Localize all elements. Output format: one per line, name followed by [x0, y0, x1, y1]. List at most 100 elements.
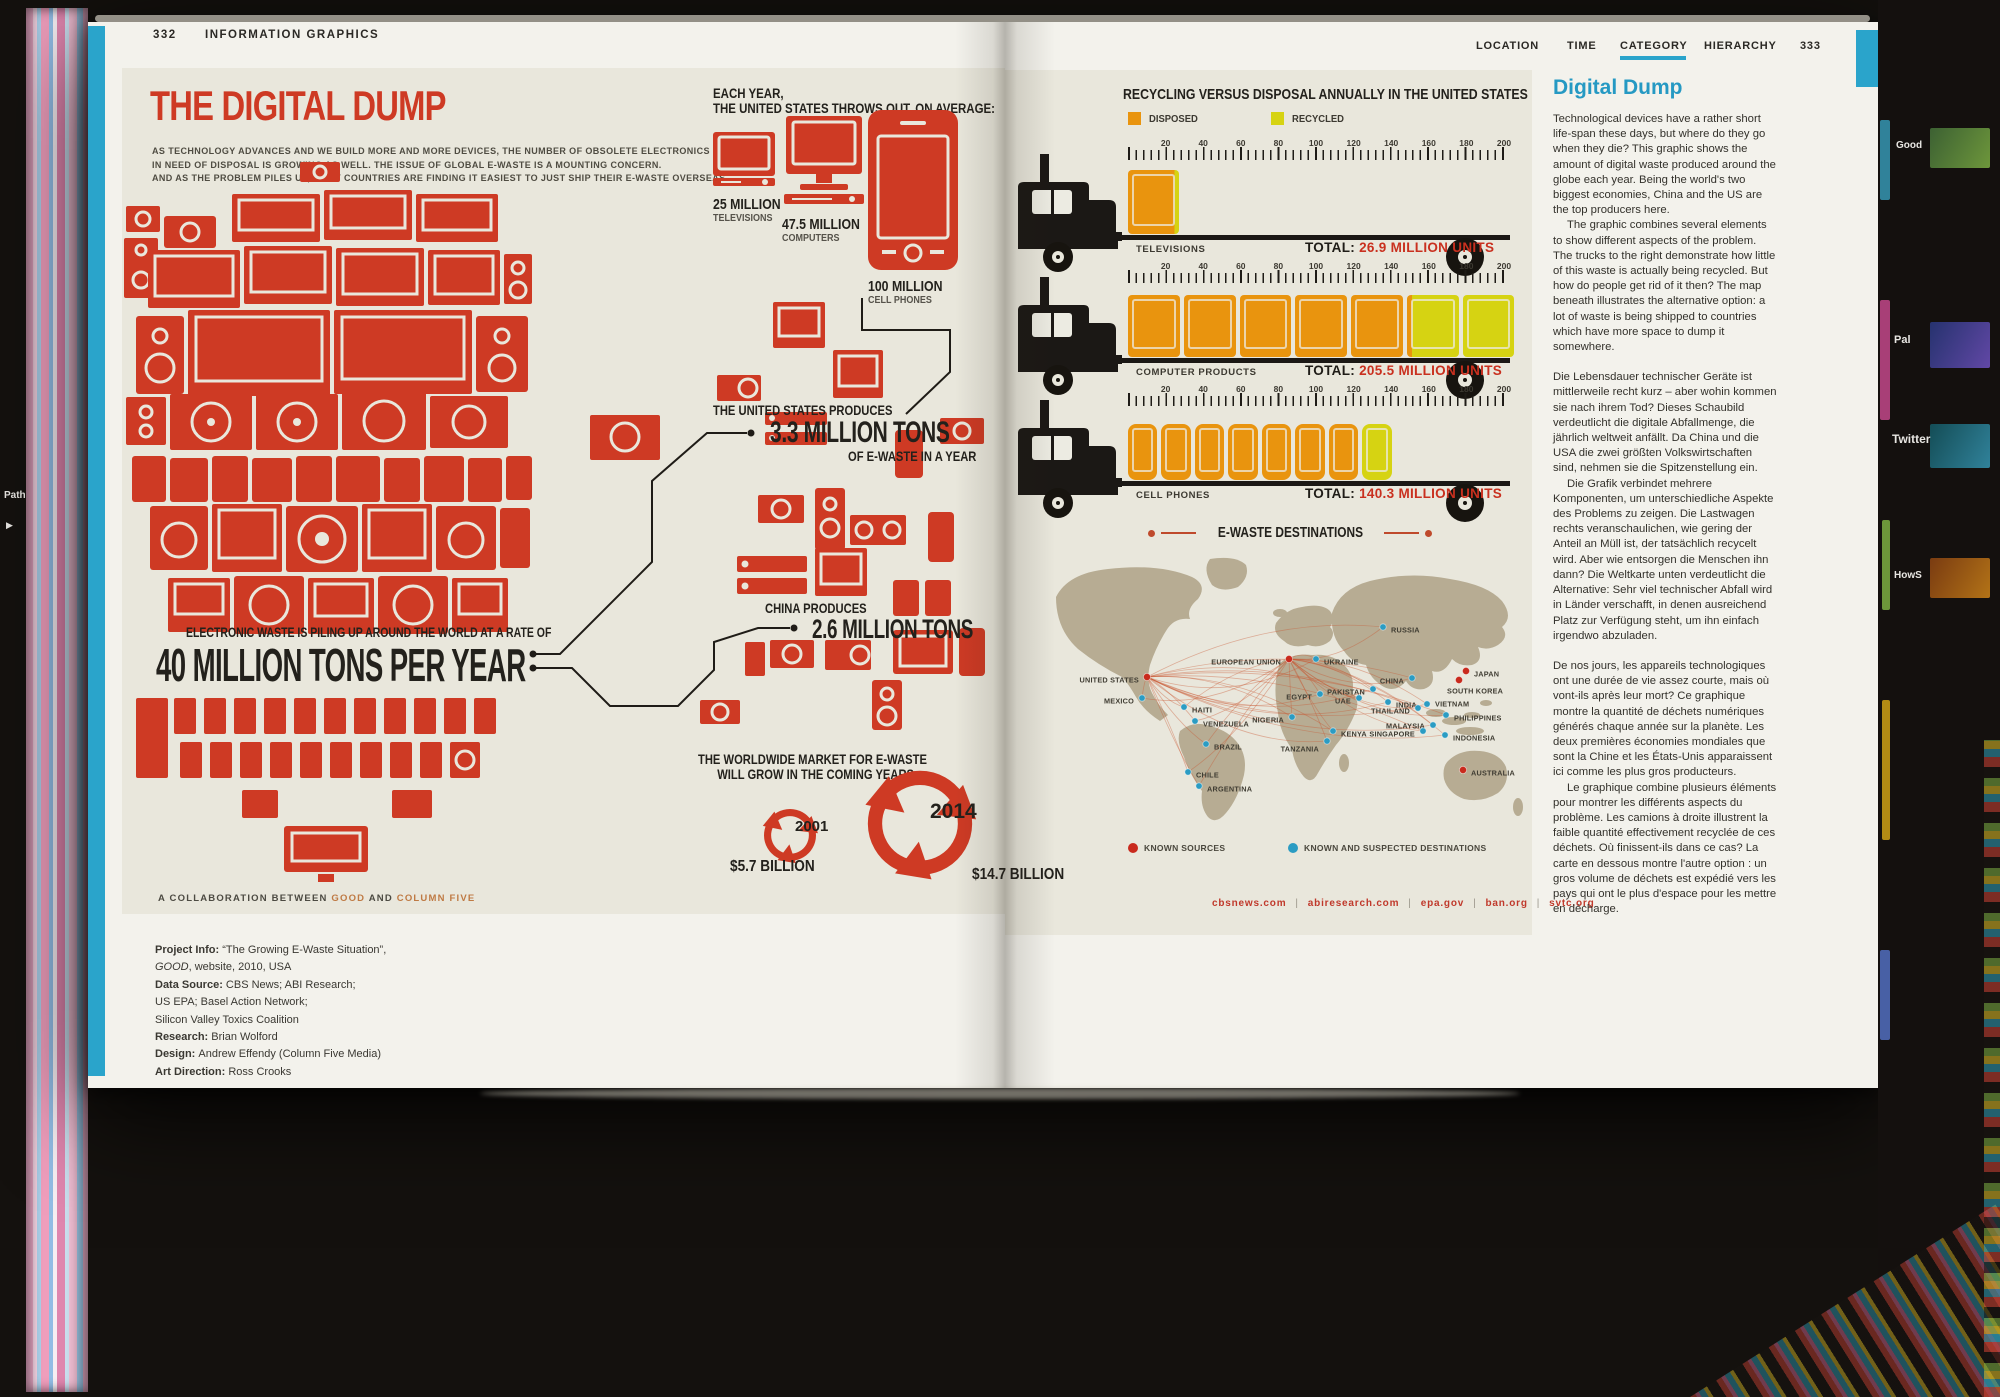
column-heading: Digital Dump — [1553, 76, 1683, 99]
truck-bed — [1102, 358, 1510, 363]
map-label-china: CHINA — [1380, 677, 1405, 686]
axis-tick-label: 60 — [1236, 261, 1246, 271]
shipping-arc — [1146, 672, 1447, 716]
axis-tick-label: 20 — [1160, 261, 1171, 271]
fore-edge-label: HowS — [1894, 570, 1922, 581]
legend-label-recycled: RECYCLED — [1292, 112, 1345, 125]
map-label-south-korea: SOUTH KOREA — [1447, 687, 1504, 696]
axis-tick-label: 100 — [1308, 261, 1324, 271]
map-label-pakistan: PAKISTAN — [1327, 688, 1365, 697]
credit-row: Data Source: CBS News; ABI Research; — [155, 978, 356, 991]
truck-category-label: CELL PHONES — [1136, 490, 1210, 501]
paragraph-fr-2: Le graphique combine plusieurs éléments … — [1553, 781, 1777, 916]
paragraph-de-1: Die Lebensdauer technischer Geräte ist m… — [1553, 371, 1777, 475]
shipping-arc — [1288, 658, 1424, 732]
axis-tick-label: 140 — [1384, 138, 1399, 148]
source-link-epa: epa.gov — [1420, 897, 1465, 909]
edge-thumb — [1880, 120, 1890, 200]
computer-icon — [784, 116, 864, 204]
legend-dot-sources — [1128, 843, 1138, 853]
axis-tick-label: 60 — [1236, 138, 1246, 148]
truck-row-cellphones: 20 40 60 80 100 120 140 160 180 200 CELL PHONES T… — [1018, 384, 1512, 522]
book-gutter-shadow — [955, 22, 1055, 1088]
trade-route-arcs — [1141, 624, 1447, 787]
cargo-phone-icon — [1261, 424, 1292, 480]
cargo-monitor-icon — [1295, 295, 1348, 357]
infographic-intro: AS TECHNOLOGY ADVANCES AND WE BUILD MORE… — [152, 146, 729, 183]
map-dot-chile — [1184, 768, 1192, 776]
tab-category: CATEGORY — [1620, 40, 1688, 52]
shipping-arc — [1288, 658, 1419, 709]
cargo-monitor-icon — [1183, 295, 1236, 357]
shipping-arc — [1288, 658, 1413, 685]
cellphone-icon — [868, 110, 958, 270]
map-label-singapore: SINGAPORE — [1369, 730, 1415, 739]
truck-wheel-icon — [1446, 484, 1484, 522]
computer-label: COMPUTERS — [782, 233, 840, 244]
cargo-phone-icon — [1194, 424, 1225, 480]
axis-tick-label: 200 — [1496, 138, 1512, 148]
map-label-kenya: KENYA — [1341, 730, 1367, 739]
brand-column-five: COLUMN FIVE — [396, 893, 476, 904]
edge-thumb — [1930, 322, 1990, 368]
map-dot-kenya — [1329, 727, 1337, 735]
shipping-arc — [1288, 658, 1446, 736]
axis-tick-label: 80 — [1273, 138, 1284, 148]
axis-tick-label: 80 — [1273, 261, 1284, 271]
page-number-right: 333 — [1800, 40, 1821, 52]
map-dot-russia — [1379, 623, 1387, 631]
axis-tick-label: 200 — [1496, 261, 1512, 271]
shipping-arc — [1205, 658, 1290, 745]
cargo-phone-icon — [1295, 424, 1325, 480]
map-dot-south-korea — [1454, 676, 1463, 685]
shipping-arc — [1288, 658, 1428, 705]
map-dot-brazil — [1202, 740, 1210, 748]
phone-label: CELL PHONES — [868, 295, 932, 306]
commentary-column: Digital Dump Technological devices have … — [1553, 76, 1777, 917]
axis-tick-label: 160 — [1421, 384, 1436, 394]
source-link-ban: ban.org — [1485, 897, 1528, 909]
shipping-arc — [1146, 658, 1413, 679]
map-points: UNITED STATES EUROPEAN UNION JAPAN SOUTH KO… — [1080, 623, 1515, 794]
credit-row: Design: Andrew Effendy (Column Five Medi… — [155, 1048, 382, 1061]
map-label-australia: AUSTRALIA — [1471, 769, 1515, 778]
connector-lines — [529, 298, 951, 707]
market-heading: THE WORLDWIDE MARKET FOR E-WASTE WILL GR… — [698, 751, 927, 782]
axis-tick-label: 100 — [1308, 384, 1324, 394]
map-label-thailand: THAILAND — [1371, 707, 1410, 716]
world-map: UNITED STATES EUROPEAN UNION JAPAN SOUTH KO… — [1056, 557, 1523, 821]
map-label-india: INDIA — [1396, 701, 1417, 710]
shipping-arc — [1146, 676, 1321, 706]
shipping-arc — [1146, 670, 1419, 709]
map-label-uae: UAE — [1335, 697, 1351, 706]
shipping-arc — [1146, 676, 1374, 707]
credit-row: US EPA; Basel Action Network; — [155, 996, 308, 1009]
shipping-arc — [1146, 676, 1434, 731]
map-dot-tanzania — [1323, 737, 1331, 745]
us-produces-value: 3.3 MILLION TONS — [770, 416, 950, 449]
page-number-left: 332 — [153, 29, 177, 41]
axis-tick-label: 40 — [1198, 384, 1208, 394]
map-label-malaysia: MALAYSIA — [1386, 722, 1426, 731]
shipping-arc — [1141, 658, 1290, 701]
edge-thumb — [1880, 950, 1890, 1040]
source-link-svtc: svtc.org — [1549, 897, 1595, 909]
cargo-monitor-icon — [1406, 295, 1459, 357]
axis-tick-label: 20 — [1160, 138, 1171, 148]
shipping-arc — [1146, 675, 1424, 732]
edge-thumb — [1882, 700, 1890, 840]
map-dot-united-states — [1143, 673, 1152, 682]
map-label-mexico: MEXICO — [1104, 697, 1134, 706]
credit-row: Art Direction: Ross Crooks — [155, 1065, 292, 1078]
truck-category-label: TELEVISIONS — [1136, 244, 1206, 255]
map-dot-thailand — [1414, 704, 1422, 712]
axis-tick-label: 80 — [1273, 384, 1284, 394]
source-link-cbsnews: cbsnews.com — [1212, 897, 1287, 909]
cargo-phone-icon — [1328, 424, 1359, 480]
map-dot-ukraine — [1312, 655, 1320, 663]
cargo-monitor-icon — [1239, 295, 1292, 357]
shipping-arc — [1288, 658, 1374, 690]
map-dot-uae — [1355, 694, 1363, 702]
shipping-arc — [1146, 676, 1207, 745]
fore-edge-label: Twitter — [1892, 432, 1931, 446]
